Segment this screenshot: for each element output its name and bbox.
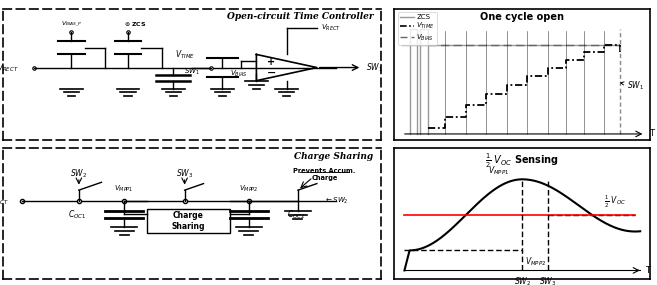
Text: Open-circuit Time Controller: Open-circuit Time Controller xyxy=(227,13,373,21)
Text: $V_{MPP1}$: $V_{MPP1}$ xyxy=(488,164,510,177)
Text: $SW_3$: $SW_3$ xyxy=(176,168,193,180)
Text: One cycle open: One cycle open xyxy=(480,12,564,22)
Text: $C_{OC2}$: $C_{OC2}$ xyxy=(286,209,305,221)
Text: $SW_1$: $SW_1$ xyxy=(184,66,200,77)
Text: $V_{TIME}$: $V_{TIME}$ xyxy=(175,48,194,61)
Text: $\frac{1}{2}\ V_{OC}$: $\frac{1}{2}\ V_{OC}$ xyxy=(604,194,625,210)
Text: $SW_2$: $SW_2$ xyxy=(70,168,87,180)
Text: $SW_2$: $SW_2$ xyxy=(514,276,531,285)
Text: $V_{MPP2}$: $V_{MPP2}$ xyxy=(525,256,546,268)
Text: $\leftarrow SW_2$: $\leftarrow SW_2$ xyxy=(325,196,349,206)
Text: $V_{MPP1}$: $V_{MPP1}$ xyxy=(114,184,134,194)
Text: $SW_1$: $SW_1$ xyxy=(621,79,645,92)
Text: T: T xyxy=(645,266,650,275)
Legend: ZCS, $V_{TIME}$, $V_{BIAS}$: ZCS, $V_{TIME}$, $V_{BIAS}$ xyxy=(397,12,437,45)
Text: $C_{OC1}$: $C_{OC1}$ xyxy=(68,209,86,221)
Text: $V_{MPP2}$: $V_{MPP2}$ xyxy=(239,184,259,194)
Text: +: + xyxy=(267,57,275,67)
Text: $V_{BIAS}$: $V_{BIAS}$ xyxy=(230,69,248,79)
Text: $V_{BIAS\_P}$: $V_{BIAS\_P}$ xyxy=(60,19,82,28)
Text: $V_{RECT}$: $V_{RECT}$ xyxy=(0,61,18,74)
Bar xyxy=(147,209,230,233)
Text: Charge
Sharing: Charge Sharing xyxy=(171,211,205,231)
Text: −: − xyxy=(267,68,276,78)
Text: $SW_1$: $SW_1$ xyxy=(366,61,383,74)
Text: $\frac{1}{2}\ V_{OC}$ Sensing: $\frac{1}{2}\ V_{OC}$ Sensing xyxy=(486,152,559,170)
Text: $V_{RECT}$: $V_{RECT}$ xyxy=(321,23,340,33)
Text: Prevents Accum.
Charge: Prevents Accum. Charge xyxy=(293,168,355,181)
Text: $\circledcirc$ ZCS: $\circledcirc$ ZCS xyxy=(124,20,147,28)
Text: Charge Sharing: Charge Sharing xyxy=(294,152,373,161)
Text: $V_{RECT}$: $V_{RECT}$ xyxy=(0,194,9,207)
Text: T: T xyxy=(649,129,654,139)
Text: $SW_3$: $SW_3$ xyxy=(539,276,556,285)
